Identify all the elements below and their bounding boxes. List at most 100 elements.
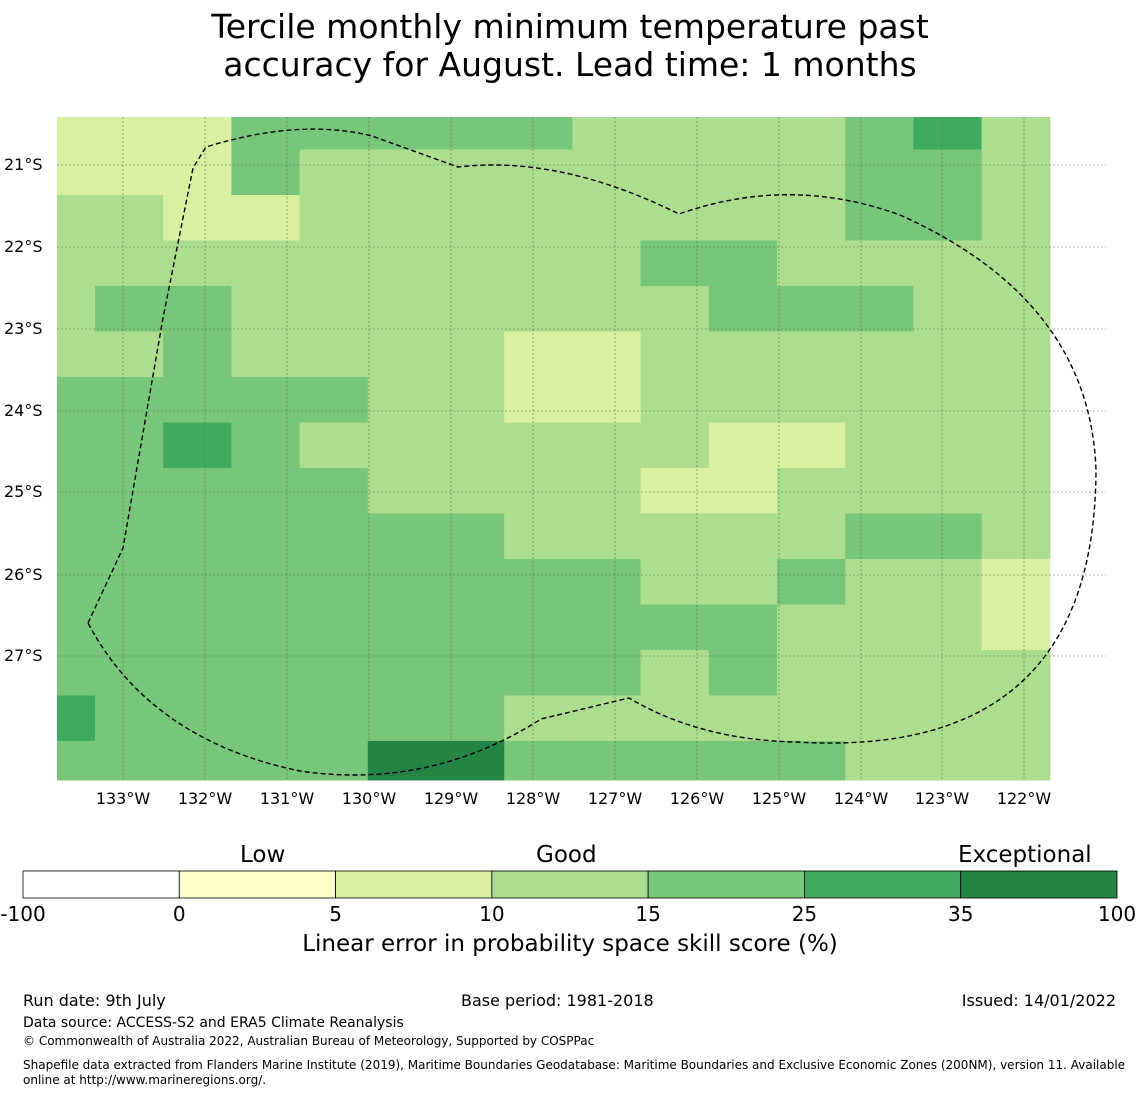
grid-cell — [708, 741, 778, 781]
grid-cell — [57, 650, 96, 696]
grid-cell — [231, 286, 301, 332]
data-source: Data source: ACCESS-S2 and ERA5 Climate … — [23, 1015, 404, 1031]
grid-cell — [436, 513, 505, 560]
grid-cell — [57, 468, 96, 514]
grid-cell — [95, 741, 164, 781]
grid-cell — [845, 604, 914, 651]
grid-cell — [504, 741, 573, 781]
grid-cell — [95, 117, 164, 150]
grid-cell — [504, 117, 573, 150]
grid-cell — [572, 240, 642, 287]
grid-cell — [163, 422, 232, 469]
eez-boundary — [87, 128, 1097, 776]
grid-cell — [708, 117, 778, 150]
grid-cell — [845, 422, 914, 469]
grid-cell — [777, 604, 846, 651]
grid-cell — [777, 331, 846, 378]
grid-cell — [981, 468, 1051, 514]
grid-cell — [95, 422, 164, 469]
shapefile-credit-line-2: online at http://www.marineregions.org/. — [23, 1073, 267, 1087]
grid-cell — [57, 695, 96, 742]
colorbar-segment — [178, 870, 336, 899]
grid-cell — [981, 377, 1051, 423]
grid-cell — [163, 695, 232, 742]
grid-cell — [708, 331, 778, 378]
grid-cell — [231, 331, 301, 378]
grid-cell — [981, 331, 1051, 378]
longitude-label: 127°W — [587, 789, 643, 808]
grid-cell — [777, 377, 846, 423]
grid-cell — [163, 240, 232, 287]
grid-cell — [95, 331, 164, 378]
grid-cell — [504, 286, 573, 332]
grid-cell — [163, 117, 232, 150]
grid-cell — [913, 650, 983, 696]
grid-cell — [367, 422, 437, 469]
grid-cell — [640, 559, 710, 605]
grid-cell — [572, 513, 642, 560]
grid-cell — [913, 559, 983, 605]
grid-cell — [777, 240, 846, 287]
longitude-label: 126°W — [669, 789, 725, 808]
colorbar-segment — [647, 870, 805, 899]
colorbar-segment — [804, 870, 962, 899]
grid-cell — [57, 149, 96, 196]
grid-cell — [777, 650, 846, 696]
grid-cell — [299, 195, 369, 241]
grid-cell — [572, 741, 642, 781]
grid-cell — [163, 286, 232, 332]
grid-cell — [299, 559, 369, 605]
grid-cell — [913, 195, 983, 241]
grid-cell — [981, 195, 1051, 241]
grid-cell — [436, 741, 505, 781]
grid-cell — [436, 377, 505, 423]
grid-cell — [708, 513, 778, 560]
grid-cell — [231, 195, 301, 241]
grid-cell — [367, 149, 437, 196]
grid-cell — [367, 604, 437, 651]
grid-cell — [163, 741, 232, 781]
longitude-label: 132°W — [177, 789, 233, 808]
grid-cell — [436, 195, 505, 241]
grid-cell — [231, 741, 301, 781]
grid-cell — [640, 604, 710, 651]
colorbar-segment — [491, 870, 649, 899]
colorbar-category: Low — [240, 842, 286, 868]
grid-cell — [708, 149, 778, 196]
grid-cell — [845, 117, 914, 150]
colorbar-segments — [22, 870, 1118, 899]
grid-cell — [572, 422, 642, 469]
grid-cell — [777, 195, 846, 241]
grid-cell — [163, 149, 232, 196]
grid-cell — [163, 331, 232, 378]
grid-cell — [231, 422, 301, 469]
grid-cell — [504, 422, 573, 469]
grid-cell — [57, 513, 96, 560]
grid-cell — [299, 741, 369, 781]
grid-cell — [981, 559, 1051, 605]
grid-cell — [913, 240, 983, 287]
grid-cell — [57, 741, 96, 781]
grid-cell — [57, 195, 96, 241]
colorbar-tick: 25 — [791, 902, 818, 926]
chart-title: Tercile monthly minimum temperature past… — [0, 8, 1140, 84]
grid-cell — [777, 559, 846, 605]
grid-cell — [504, 468, 573, 514]
grid-cell — [367, 195, 437, 241]
issued-date: Issued: 14/01/2022 — [961, 991, 1116, 1010]
grid-cell — [981, 650, 1051, 696]
grid-cell — [57, 559, 96, 605]
grid-cell — [777, 149, 846, 196]
grid-cell — [572, 149, 642, 196]
grid-cell — [299, 650, 369, 696]
grid-cell — [572, 117, 642, 150]
grid-cell — [436, 650, 505, 696]
grid-cell — [845, 331, 914, 378]
grid-cell — [981, 117, 1051, 150]
grid-cell — [436, 695, 505, 742]
grid-cell — [504, 240, 573, 287]
grid-cell — [367, 650, 437, 696]
grid-cell — [572, 195, 642, 241]
longitude-label: 124°W — [833, 789, 889, 808]
title-line-1: Tercile monthly minimum temperature past — [211, 7, 929, 46]
